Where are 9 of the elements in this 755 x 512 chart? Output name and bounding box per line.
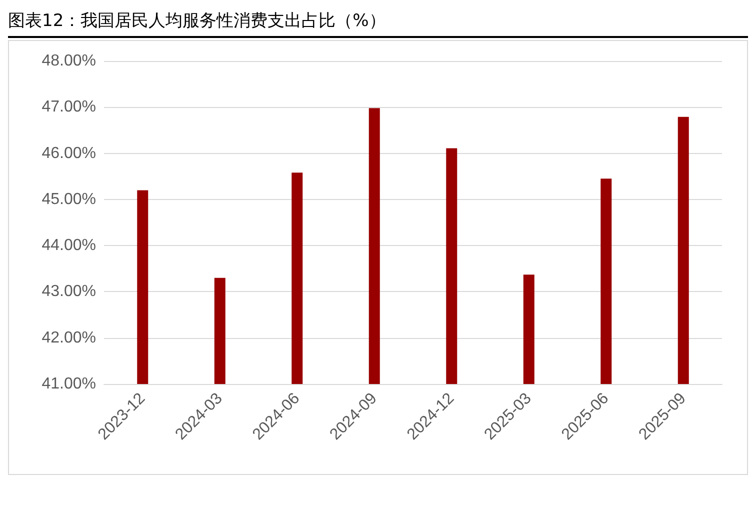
y-tick-label: 42.00% [42,329,96,346]
y-tick-label: 44.00% [42,237,96,254]
y-tick-label: 47.00% [42,98,96,116]
y-tick-label: 41.00% [42,376,96,392]
y-tick-label: 48.00% [42,52,96,70]
y-tick-label: 46.00% [42,144,96,162]
chart-title: 图表12：我国居民人均服务性消费支出占比（%） [8,6,748,38]
y-tick-label: 45.00% [42,190,96,208]
y-tick-label: 43.00% [42,283,96,300]
